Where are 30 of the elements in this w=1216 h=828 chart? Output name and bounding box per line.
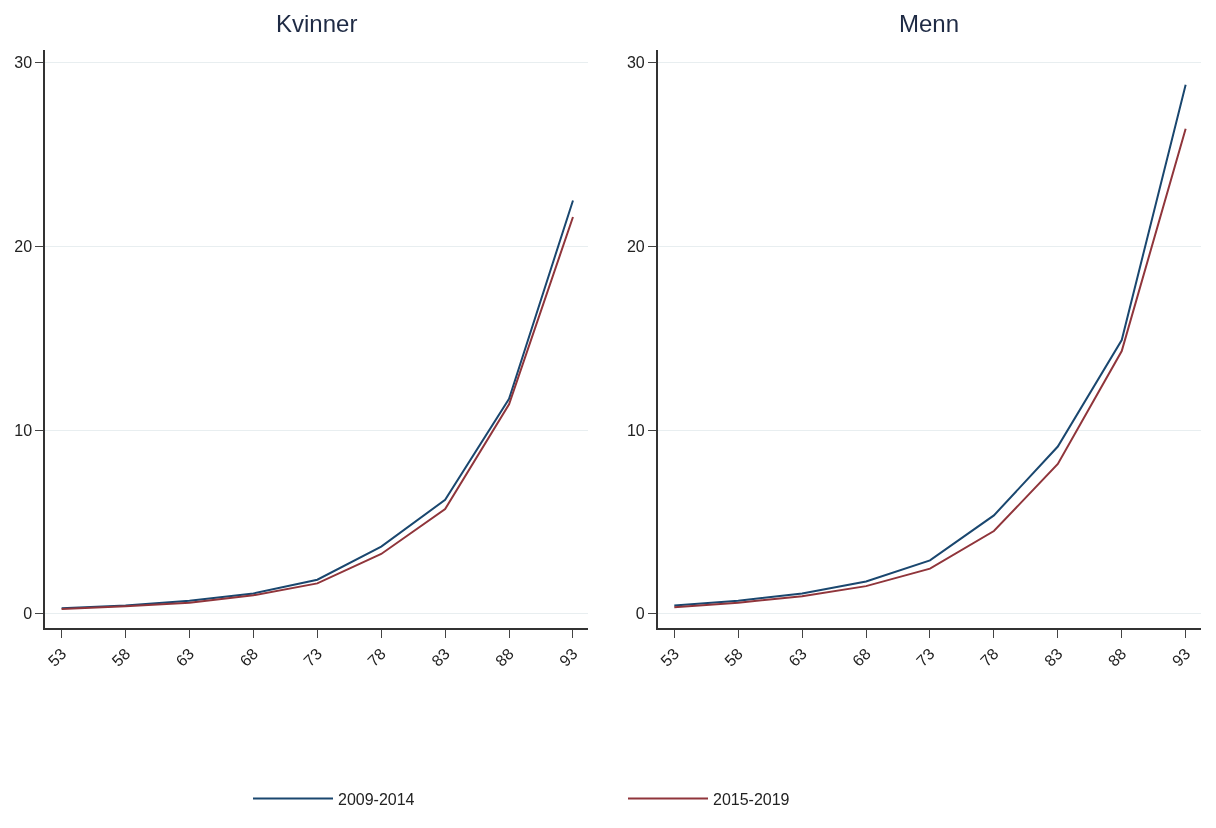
chart-title: Kvinner xyxy=(276,10,358,37)
x-tick-label: 83 xyxy=(1040,645,1066,670)
x-tick-label: 78 xyxy=(364,645,390,670)
y-tick-label: 10 xyxy=(14,421,33,439)
y-tick-label: 10 xyxy=(626,421,645,439)
x-tick-label: 53 xyxy=(657,645,683,670)
y-tick-label: 20 xyxy=(626,237,645,255)
x-tick-label: 73 xyxy=(913,645,938,670)
x-tick-label: 58 xyxy=(108,645,134,670)
x-tick-label: 53 xyxy=(44,645,70,670)
x-tick-label: 73 xyxy=(300,645,326,670)
x-tick-label: 83 xyxy=(428,645,453,670)
chart-title: Menn xyxy=(899,10,960,37)
x-tick-label: 58 xyxy=(721,645,747,670)
legend-label: 2009-2014 xyxy=(338,790,415,808)
y-tick-label: 0 xyxy=(635,605,645,623)
x-tick-label: 63 xyxy=(172,645,198,670)
x-tick-label: 68 xyxy=(236,645,262,670)
y-tick-label: 30 xyxy=(14,54,33,72)
x-tick-label: 93 xyxy=(556,645,581,670)
legend-label: 2015-2019 xyxy=(713,790,790,808)
x-tick-label: 63 xyxy=(785,645,810,670)
x-tick-label: 88 xyxy=(1104,645,1130,670)
x-tick-label: 88 xyxy=(492,645,517,670)
x-tick-label: 78 xyxy=(977,645,1002,670)
y-tick-label: 0 xyxy=(23,605,33,623)
x-tick-label: 68 xyxy=(849,645,874,670)
y-tick-label: 30 xyxy=(626,54,645,72)
x-tick-label: 93 xyxy=(1168,645,1194,670)
y-tick-label: 20 xyxy=(14,237,33,255)
